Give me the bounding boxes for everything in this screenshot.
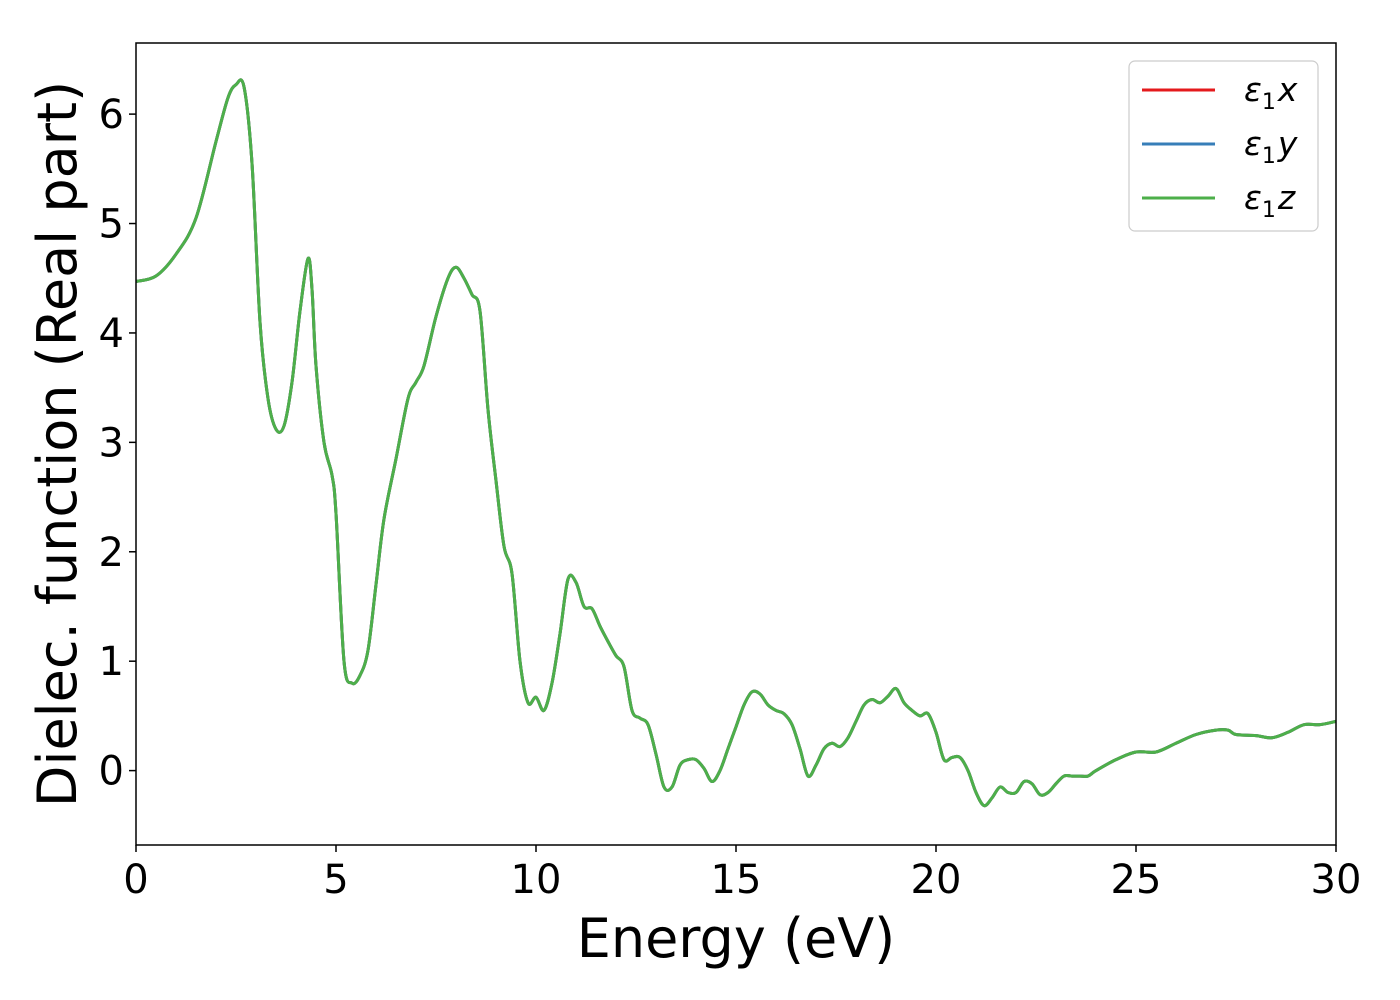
x-tick-label: 15 <box>711 857 762 903</box>
x-tick-label: 10 <box>511 857 562 903</box>
x-tick-label: 0 <box>123 857 148 903</box>
x-tick-label: 25 <box>1111 857 1162 903</box>
x-axis-ticks: 0 5 10 15 20 25 30 <box>123 845 1361 903</box>
y-tick-label: 0 <box>99 749 124 795</box>
x-tick-label: 30 <box>1311 857 1362 903</box>
y-tick-label: 1 <box>99 639 124 685</box>
legend-label-y: ε1y <box>1244 124 1298 169</box>
y-axis-ticks: 0 1 2 3 4 5 6 <box>99 92 136 795</box>
legend-label-x: ε1x <box>1244 70 1298 115</box>
legend-label-z: ε1z <box>1244 178 1296 223</box>
legend-entries: ε1x ε1y ε1z <box>1142 70 1298 223</box>
y-tick-label: 5 <box>99 202 124 248</box>
series-layer <box>136 78 1336 808</box>
y-tick-label: 4 <box>99 311 124 357</box>
y-tick-label: 3 <box>99 420 124 466</box>
legend-frame <box>1128 60 1319 232</box>
x-tick-label: 20 <box>911 857 962 903</box>
x-axis-title: Energy (eV) <box>577 907 896 970</box>
legend: ε1x ε1y ε1z <box>1128 60 1319 232</box>
y-axis-title: Dielec. function (Real part) <box>26 81 89 807</box>
x-tick-label: 5 <box>323 857 348 903</box>
series-line-z <box>136 78 1336 808</box>
y-tick-label: 6 <box>99 92 124 138</box>
y-tick-label: 2 <box>99 530 124 576</box>
